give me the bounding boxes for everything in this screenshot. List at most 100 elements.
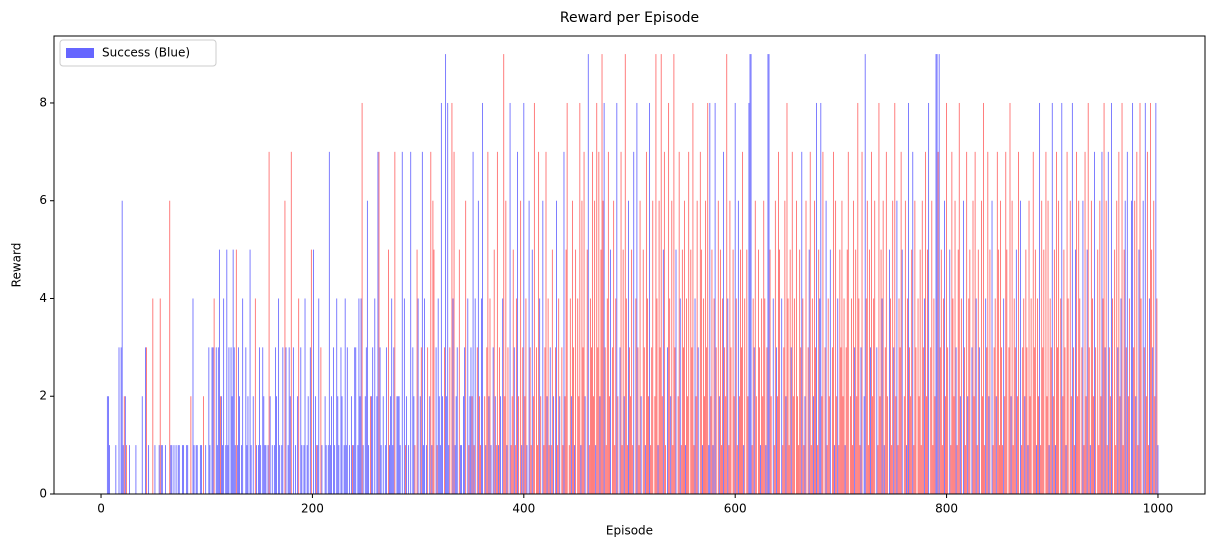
bar <box>601 54 603 494</box>
bar <box>226 249 228 494</box>
bar <box>846 249 848 494</box>
bar <box>230 347 232 494</box>
bar <box>900 151 902 494</box>
bar <box>800 347 802 494</box>
bar <box>992 445 994 494</box>
y-tick-label: 2 <box>39 389 47 403</box>
bar <box>524 396 526 494</box>
bar <box>337 396 339 494</box>
bar <box>859 445 861 494</box>
bar <box>394 151 396 494</box>
bar <box>956 445 958 494</box>
bar <box>777 396 778 494</box>
bar <box>933 298 935 494</box>
bar <box>719 249 721 494</box>
bar <box>964 347 965 494</box>
bar <box>141 396 143 494</box>
bar <box>498 445 499 494</box>
bar <box>656 298 658 494</box>
bar <box>472 151 474 494</box>
bar <box>643 347 645 494</box>
bar <box>1040 445 1042 494</box>
bar <box>289 396 291 494</box>
bar <box>1146 151 1148 494</box>
bar <box>1152 347 1154 494</box>
bar <box>863 396 865 494</box>
bar <box>458 249 460 494</box>
bar <box>651 347 653 494</box>
bar <box>1118 151 1120 494</box>
bar <box>566 102 568 494</box>
bar <box>626 445 628 494</box>
bar <box>678 151 680 494</box>
bar <box>276 396 277 494</box>
bar <box>1117 347 1119 494</box>
bar <box>748 102 750 494</box>
bar <box>536 347 537 494</box>
bar <box>359 396 361 494</box>
bar <box>393 347 395 494</box>
bar <box>717 200 719 495</box>
bar <box>772 298 774 494</box>
bar <box>1153 200 1155 495</box>
bar <box>1148 445 1149 494</box>
bar <box>971 347 973 494</box>
bar <box>170 445 172 494</box>
chart-title: Reward per Episode <box>560 10 699 26</box>
bar <box>1102 298 1104 494</box>
bar <box>755 396 757 494</box>
bar <box>474 298 476 494</box>
bar <box>724 347 726 494</box>
bar <box>1157 445 1159 494</box>
bar <box>968 298 970 494</box>
bar <box>836 396 838 494</box>
bar <box>473 445 475 494</box>
bar <box>106 396 108 494</box>
bar <box>583 151 585 494</box>
bar <box>124 396 126 494</box>
bar <box>912 151 914 494</box>
bar <box>734 102 736 494</box>
bar <box>941 445 943 494</box>
bar <box>275 347 276 494</box>
bar <box>987 151 989 494</box>
bar <box>867 445 869 494</box>
bar <box>1058 200 1060 495</box>
bar <box>996 151 998 494</box>
bar <box>346 347 348 494</box>
bar <box>259 347 260 494</box>
bar <box>1090 200 1092 495</box>
bar <box>923 298 925 494</box>
bar <box>1000 200 1001 495</box>
bar <box>225 445 227 494</box>
bar <box>581 200 583 495</box>
bar <box>991 200 993 495</box>
bar <box>365 347 367 494</box>
bar <box>309 347 311 494</box>
bar <box>1064 347 1066 494</box>
bar <box>759 347 760 494</box>
bar <box>503 54 505 494</box>
bar <box>485 445 487 494</box>
bar <box>152 298 154 494</box>
bar <box>1134 200 1136 495</box>
bar <box>1085 396 1087 494</box>
bar <box>1150 102 1151 494</box>
bar <box>1030 298 1032 494</box>
bar <box>1013 298 1015 494</box>
bar <box>532 396 534 494</box>
bar <box>605 445 607 494</box>
bar <box>195 445 197 494</box>
bar <box>767 54 769 494</box>
bar <box>621 445 623 494</box>
bar <box>577 298 579 494</box>
bar <box>604 347 606 494</box>
bar <box>1137 445 1139 494</box>
bar <box>546 396 548 494</box>
bar <box>693 445 695 494</box>
bar <box>938 54 940 494</box>
bar <box>1018 151 1019 494</box>
bar <box>855 249 857 494</box>
bar <box>464 347 466 494</box>
